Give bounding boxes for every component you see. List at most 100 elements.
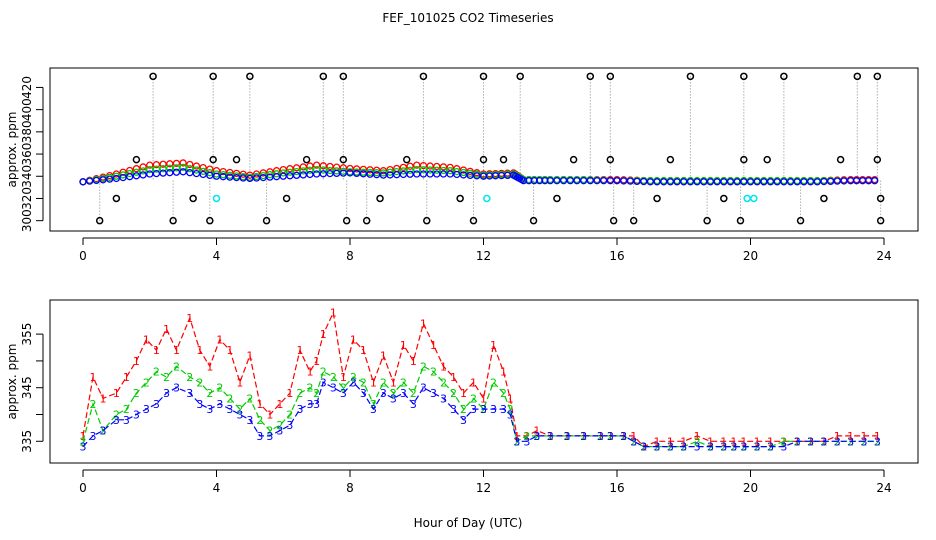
series-point xyxy=(272,170,281,178)
series-point-label: 3 xyxy=(440,392,447,405)
series-point-label: 3 xyxy=(667,441,674,454)
series-point-label: 1 xyxy=(847,430,854,443)
series-point xyxy=(530,177,538,185)
series-point xyxy=(469,216,478,225)
series-point xyxy=(453,170,461,179)
series-point xyxy=(653,194,661,203)
series-point xyxy=(366,166,374,174)
series-point xyxy=(346,164,354,173)
series-point xyxy=(406,162,414,170)
series-point xyxy=(446,167,454,175)
series-point xyxy=(119,168,127,176)
series-point-label: 2 xyxy=(306,382,313,395)
series-point-label: 1 xyxy=(420,317,427,330)
series-point xyxy=(186,165,194,173)
x-tick-label: 24 xyxy=(876,249,891,263)
series-point xyxy=(453,167,461,176)
series-point-label: 1 xyxy=(133,355,140,368)
series-point xyxy=(373,171,381,179)
series-point xyxy=(800,178,808,186)
series-point xyxy=(459,168,468,177)
series-point xyxy=(613,177,621,185)
series-point-label: 2 xyxy=(80,435,87,448)
series-point-label: 1 xyxy=(350,333,357,346)
x-axis-label: Hour of Day (UTC) xyxy=(414,516,523,530)
series-point xyxy=(282,194,291,203)
series-point xyxy=(766,178,775,186)
series-point xyxy=(446,163,454,172)
series-point xyxy=(586,177,594,185)
series-point-label: 2 xyxy=(630,435,637,448)
series-point-label: 2 xyxy=(206,387,213,400)
series-point-label: 3 xyxy=(630,435,637,448)
series-point xyxy=(126,169,134,178)
series-point xyxy=(339,164,347,172)
series-point-label: 1 xyxy=(834,430,841,443)
series-point-label: 1 xyxy=(196,344,203,357)
series-point xyxy=(459,171,468,179)
x-tick-label: 12 xyxy=(476,249,491,263)
series-point xyxy=(736,216,745,225)
series-point xyxy=(266,171,274,179)
series-point xyxy=(386,171,394,179)
series-point-label: 1 xyxy=(246,350,253,363)
series-point xyxy=(219,173,227,181)
series-point xyxy=(760,178,768,186)
series-point xyxy=(406,166,414,174)
series-point-label: 3 xyxy=(90,430,97,443)
x-tick-label: 16 xyxy=(609,481,624,495)
series-point xyxy=(466,171,474,180)
series-point xyxy=(199,167,207,176)
series-point xyxy=(326,169,334,178)
series-3-line xyxy=(82,381,878,448)
series-point-label: 3 xyxy=(680,441,687,454)
series-point-label: 1 xyxy=(296,344,303,357)
top-x-axis: 0 4 8 12 16 20 24 xyxy=(79,237,892,263)
series-point-label: 1 xyxy=(123,371,130,384)
series-1-line xyxy=(82,310,878,448)
series-point xyxy=(586,72,595,81)
series-point-label: 2 xyxy=(350,371,357,384)
series-point-label: 3 xyxy=(296,403,303,416)
series-point-label: 1 xyxy=(380,350,387,363)
series-point xyxy=(720,194,728,203)
series-point-label: 3 xyxy=(360,387,367,400)
series-point-label: 3 xyxy=(834,435,841,448)
series-point-label: 1 xyxy=(163,323,170,336)
series-point xyxy=(726,178,735,186)
series-point-label: 1 xyxy=(313,355,320,368)
series-point xyxy=(132,165,141,173)
series-point xyxy=(653,178,661,186)
series-point xyxy=(376,194,384,203)
series-point xyxy=(826,177,835,186)
series-point xyxy=(312,165,321,174)
series-point xyxy=(793,178,801,186)
series-point-label: 2 xyxy=(236,403,243,416)
series-point xyxy=(292,167,301,176)
series-point xyxy=(119,173,127,182)
series-point-label: 1 xyxy=(266,408,273,421)
series-point-label: 2 xyxy=(440,376,447,389)
series-point xyxy=(703,216,711,225)
series-point xyxy=(353,165,361,173)
series-point xyxy=(272,173,281,181)
series-point xyxy=(740,155,748,164)
series-point-label: 2 xyxy=(720,441,727,454)
series-point xyxy=(871,177,879,185)
series-point xyxy=(362,216,371,225)
series-point xyxy=(646,178,655,186)
series-point xyxy=(873,155,882,164)
x-tick-label: 24 xyxy=(876,481,891,495)
series-point xyxy=(112,170,121,178)
series-point xyxy=(152,161,161,169)
series-point xyxy=(833,177,841,185)
series-point-label: 2 xyxy=(597,430,604,443)
series-point xyxy=(279,165,287,174)
series-point-label: 1 xyxy=(256,398,263,411)
series-point xyxy=(286,168,294,176)
series-point xyxy=(813,178,821,186)
series-point xyxy=(419,161,428,170)
